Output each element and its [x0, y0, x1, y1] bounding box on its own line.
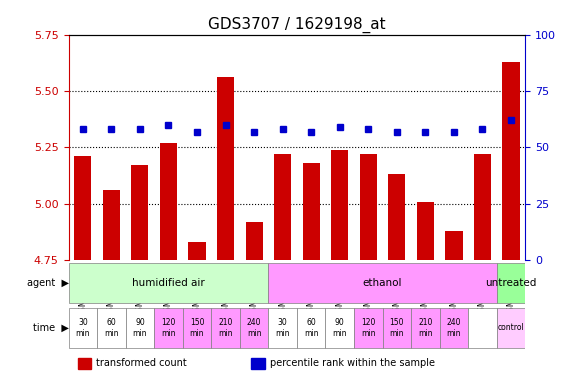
Text: 150
min: 150 min: [389, 318, 404, 338]
Bar: [417, 202, 434, 260]
Text: untreated: untreated: [485, 278, 537, 288]
Bar: [217, 78, 234, 260]
FancyBboxPatch shape: [97, 308, 126, 348]
FancyBboxPatch shape: [69, 308, 97, 348]
Text: 150
min: 150 min: [190, 318, 204, 338]
Bar: [360, 154, 377, 260]
Bar: [251, 358, 265, 369]
Text: 60
min: 60 min: [104, 318, 119, 338]
Bar: [160, 143, 177, 260]
Text: time  ▶: time ▶: [33, 323, 69, 333]
FancyBboxPatch shape: [468, 308, 497, 348]
Text: 210
min: 210 min: [418, 318, 433, 338]
Text: 120
min: 120 min: [361, 318, 376, 338]
Text: agent  ▶: agent ▶: [26, 278, 69, 288]
Bar: [103, 190, 120, 260]
Text: 240
min: 240 min: [447, 318, 461, 338]
Bar: [331, 150, 348, 260]
Bar: [246, 222, 263, 260]
FancyBboxPatch shape: [240, 308, 268, 348]
Bar: [131, 166, 148, 260]
Text: 30
min: 30 min: [275, 318, 290, 338]
Text: 90
min: 90 min: [332, 318, 347, 338]
Text: ethanol: ethanol: [363, 278, 403, 288]
Text: 210
min: 210 min: [218, 318, 233, 338]
FancyBboxPatch shape: [440, 308, 468, 348]
FancyBboxPatch shape: [325, 308, 354, 348]
FancyBboxPatch shape: [126, 308, 154, 348]
Bar: [303, 163, 320, 260]
Bar: [388, 174, 405, 260]
FancyBboxPatch shape: [268, 263, 497, 303]
Bar: [274, 154, 291, 260]
Text: percentile rank within the sample: percentile rank within the sample: [270, 358, 435, 368]
Bar: [74, 156, 91, 260]
FancyBboxPatch shape: [411, 308, 440, 348]
FancyBboxPatch shape: [183, 308, 211, 348]
Bar: [78, 358, 91, 369]
FancyBboxPatch shape: [211, 308, 240, 348]
Text: humidified air: humidified air: [132, 278, 205, 288]
FancyBboxPatch shape: [297, 308, 325, 348]
Title: GDS3707 / 1629198_at: GDS3707 / 1629198_at: [208, 17, 386, 33]
Bar: [188, 242, 206, 260]
Bar: [445, 231, 463, 260]
FancyBboxPatch shape: [268, 308, 297, 348]
Text: 30
min: 30 min: [75, 318, 90, 338]
Text: transformed count: transformed count: [96, 358, 187, 368]
Text: 60
min: 60 min: [304, 318, 319, 338]
Text: 120
min: 120 min: [161, 318, 176, 338]
FancyBboxPatch shape: [69, 263, 268, 303]
FancyBboxPatch shape: [497, 263, 525, 303]
FancyBboxPatch shape: [383, 308, 411, 348]
FancyBboxPatch shape: [154, 308, 183, 348]
FancyBboxPatch shape: [354, 308, 383, 348]
Text: 90
min: 90 min: [132, 318, 147, 338]
Text: 240
min: 240 min: [247, 318, 262, 338]
Bar: [502, 62, 520, 260]
FancyBboxPatch shape: [497, 308, 525, 348]
Bar: [474, 154, 491, 260]
Text: control: control: [498, 323, 524, 333]
